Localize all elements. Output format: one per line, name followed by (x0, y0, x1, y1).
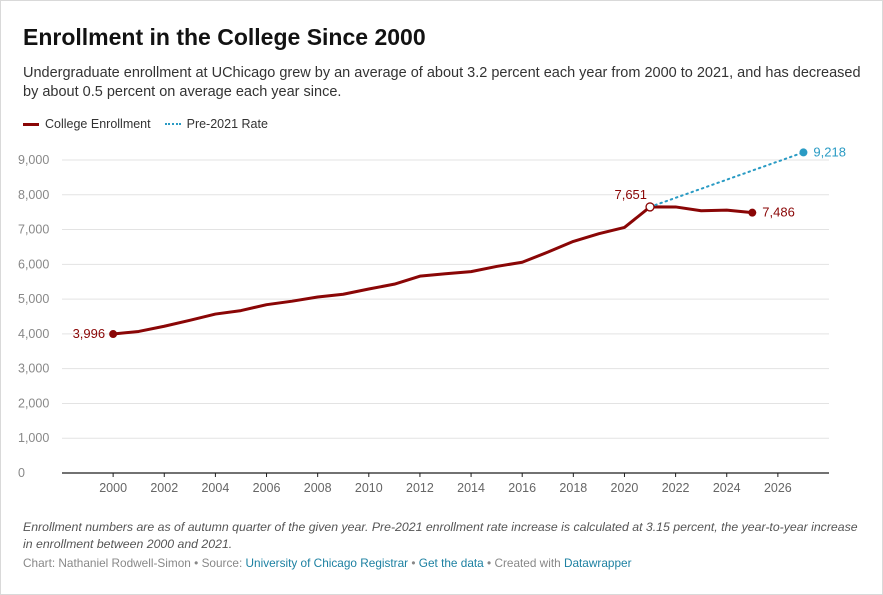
series-line-college-enrollment (111, 205, 754, 336)
x-tick-label: 2012 (406, 481, 434, 495)
y-tick-label: 1,000 (18, 431, 49, 445)
data-label: 7,651 (614, 187, 647, 202)
datawrapper-link[interactable]: Datawrapper (563, 556, 632, 570)
credit-sep: • (194, 556, 199, 570)
y-tick-label: 3,000 (18, 362, 49, 376)
y-tick-label: 7,000 (18, 223, 49, 237)
series-line-pre-2021-rate (649, 151, 805, 208)
legend-swatch-rate (164, 123, 181, 125)
y-tick-label: 8,000 (18, 188, 49, 202)
data-point-marker (799, 148, 808, 157)
y-tick-label: 2,000 (18, 396, 49, 410)
x-tick-label: 2014 (457, 481, 485, 495)
legend-item-enrollment: College Enrollment (23, 117, 151, 131)
source-link[interactable]: University of Chicago Registrar (245, 556, 409, 570)
data-point-marker (109, 330, 118, 339)
y-tick-label: 9,000 (18, 153, 49, 167)
x-tick-label: 2010 (355, 481, 383, 495)
credits: Chart: Nathaniel Rodwell-Simon • Source:… (23, 556, 632, 570)
x-tick-label: 2008 (304, 481, 332, 495)
legend: College Enrollment Pre-2021 Rate (23, 116, 282, 132)
legend-label-enrollment: College Enrollment (45, 117, 151, 131)
y-tick-label: 4,000 (18, 327, 49, 341)
chart-title: Enrollment in the College Since 2000 (23, 24, 426, 50)
data-point-marker (645, 202, 655, 212)
x-tick-label: 2004 (201, 481, 229, 495)
data-label: 3,996 (73, 326, 106, 341)
x-tick-label: 2022 (662, 481, 690, 495)
get-data-link[interactable]: Get the data (418, 556, 484, 570)
x-tick-label: 2020 (611, 481, 639, 495)
credit-author: Chart: Nathaniel Rodwell-Simon (23, 556, 191, 570)
legend-label-rate: Pre-2021 Rate (186, 117, 268, 131)
x-tick-label: 2026 (764, 481, 792, 495)
x-tick-label: 2006 (253, 481, 281, 495)
y-tick-label: 0 (18, 466, 25, 480)
x-tick-label: 2024 (713, 481, 741, 495)
credit-sep: • (411, 556, 416, 570)
credit-source-prefix: Source: (201, 556, 243, 570)
x-tick-label: 2002 (150, 481, 178, 495)
line-chart: 0 1,000 2,000 3,000 4,000 5,000 6,000 7,000 8,00… (18, 144, 846, 495)
y-tick-label: 6,000 (18, 257, 49, 271)
data-label: 7,486 (762, 205, 795, 220)
credit-created-prefix: Created with (494, 556, 561, 570)
y-tick-label: 5,000 (18, 292, 49, 306)
data-point-marker (748, 208, 757, 217)
legend-swatch-enrollment (23, 122, 39, 126)
chart-notes: Enrollment numbers are as of autumn quar… (23, 520, 858, 551)
x-tick-label: 2018 (559, 481, 587, 495)
legend-item-rate: Pre-2021 Rate (164, 117, 268, 131)
chart-subtitle: Undergraduate enrollment at UChicago gre… (23, 65, 861, 100)
x-tick-label: 2000 (99, 481, 127, 495)
x-tick-label: 2016 (508, 481, 536, 495)
data-label: 9,218 (813, 144, 846, 159)
credit-sep: • (487, 556, 492, 570)
